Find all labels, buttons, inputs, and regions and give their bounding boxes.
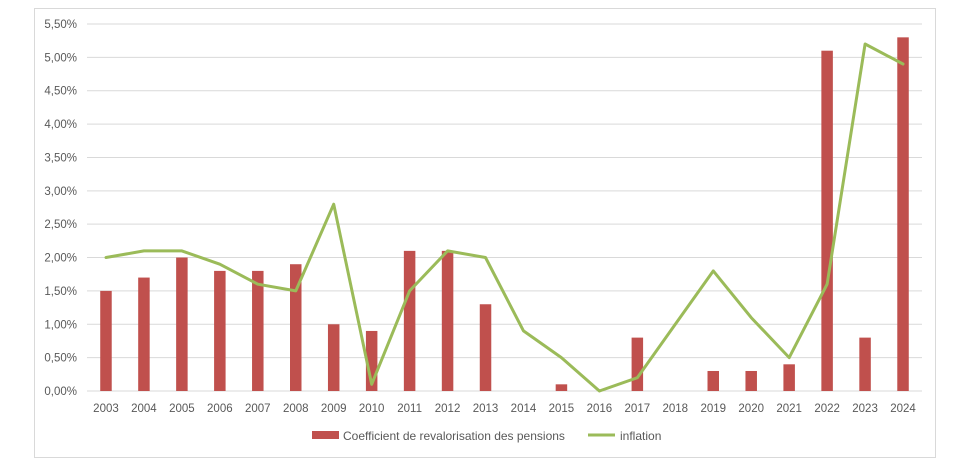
bar-2024 <box>897 37 909 391</box>
x-axis-ticks: 2003 2004 2005 2006 2007 2008 2009 2010 2011 2012… <box>93 403 916 415</box>
x-tick-label: 2024 <box>890 403 916 415</box>
legend-label-bar: Coefficient de revalorisation des pensio… <box>343 429 565 443</box>
bar-2007 <box>252 270 264 391</box>
bar-2019 <box>707 370 719 391</box>
bar-2013 <box>479 304 492 391</box>
bar-2011 <box>403 250 416 391</box>
y-tick-label: 0,00% <box>44 386 77 398</box>
x-tick-label: 2008 <box>283 403 309 415</box>
x-tick-label: 2004 <box>131 403 157 415</box>
x-tick-label: 2015 <box>549 403 575 415</box>
x-tick-label: 2017 <box>625 403 651 415</box>
x-tick-label: 2018 <box>662 403 688 415</box>
x-tick-label: 2021 <box>776 403 802 415</box>
bar-2017 <box>631 337 644 391</box>
y-tick-label: 4,00% <box>44 119 77 131</box>
bar-2012 <box>441 250 454 391</box>
bar-2010 <box>365 330 378 391</box>
bar-series <box>100 37 909 391</box>
legend-swatch-bar <box>312 431 339 439</box>
y-tick-label: 2,00% <box>44 253 77 265</box>
bar-2020 <box>745 370 757 391</box>
inflation-line <box>104 42 905 393</box>
legend: Coefficient de revalorisation des pensio… <box>312 429 661 443</box>
legend-label-line: inflation <box>620 429 661 443</box>
bar-2006 <box>214 270 226 391</box>
y-tick-label: 2,50% <box>44 219 77 231</box>
y-tick-label: 3,50% <box>44 152 77 164</box>
x-tick-label: 2012 <box>435 403 461 415</box>
bar-2003 <box>100 290 112 391</box>
x-tick-label: 2003 <box>93 403 119 415</box>
x-tick-label: 2011 <box>397 403 422 415</box>
y-tick-label: 0,50% <box>44 353 77 365</box>
x-tick-label: 2019 <box>700 403 726 415</box>
bar-2005 <box>176 257 188 391</box>
bar-2008 <box>290 264 302 391</box>
x-tick-label: 2023 <box>852 403 878 415</box>
bar-2021 <box>783 364 795 391</box>
bar-2015 <box>555 384 568 391</box>
line-series <box>104 42 905 393</box>
bar-2022 <box>821 50 833 391</box>
y-axis-ticks: 0,00% 0,50% 1,00% 1,50% 2,00% 2,50% 3,00% 3,50%… <box>44 19 77 398</box>
x-tick-label: 2013 <box>473 403 499 415</box>
x-tick-label: 2009 <box>321 403 347 415</box>
x-tick-label: 2014 <box>511 403 537 415</box>
x-tick-label: 2005 <box>169 403 195 415</box>
bar-2023 <box>859 337 871 391</box>
x-tick-label: 2020 <box>738 403 764 415</box>
y-tick-label: 5,00% <box>44 52 77 64</box>
x-tick-label: 2016 <box>587 403 613 415</box>
bar-2004 <box>138 277 150 391</box>
x-tick-label: 2010 <box>359 403 385 415</box>
x-tick-label: 2007 <box>245 403 271 415</box>
gridlines <box>87 23 922 392</box>
y-tick-label: 5,50% <box>44 19 77 31</box>
y-tick-label: 4,50% <box>44 86 77 98</box>
y-tick-label: 1,50% <box>44 286 77 298</box>
bar-2009 <box>327 324 340 391</box>
x-tick-label: 2006 <box>207 403 233 415</box>
y-tick-label: 3,00% <box>44 186 77 198</box>
x-tick-label: 2022 <box>814 403 840 415</box>
y-tick-label: 1,00% <box>44 319 77 331</box>
